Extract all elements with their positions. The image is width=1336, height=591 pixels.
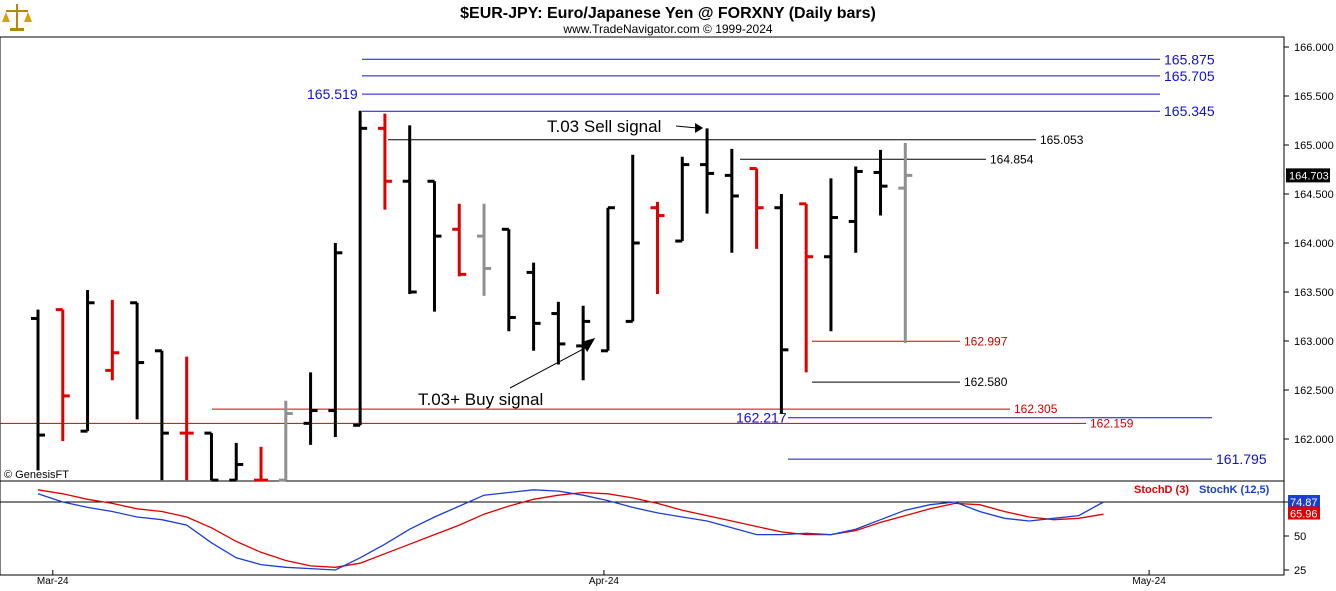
price-tick-label: 164.500 — [1294, 189, 1334, 201]
price-tick-label: 163.500 — [1294, 287, 1334, 299]
blue-level-label: 165.345 — [1164, 103, 1215, 119]
sell-arrow-head — [695, 123, 704, 133]
ohlc-bar — [254, 446, 269, 482]
ohlc-bar — [452, 203, 467, 277]
ohlc-bar — [526, 262, 541, 351]
ohlc-bar — [700, 128, 715, 214]
legend-stochk: StochK (12,5) — [1199, 484, 1270, 496]
ohlc-bar — [229, 442, 244, 482]
ohlc-bar — [377, 113, 392, 210]
stoch-tick-label: 25 — [1294, 565, 1306, 577]
ohlc-bar — [154, 349, 169, 481]
ohlc-bar — [31, 309, 45, 471]
stoch-value-tag — [1288, 495, 1320, 508]
ohlc-bar — [303, 372, 318, 445]
blue-level-label: 162.217 — [736, 410, 787, 426]
red-level-label: 162.159 — [1090, 416, 1134, 430]
chart-subtitle: www.TradeNavigator.com © 1999-2024 — [562, 22, 772, 36]
price-tick-label: 162.500 — [1294, 385, 1334, 397]
price-tick-label: 163.000 — [1294, 336, 1334, 348]
ohlc-bar — [204, 431, 219, 482]
stoch-value-label: 74.87 — [1290, 497, 1318, 509]
blue-level-label: 165.875 — [1164, 51, 1215, 67]
ohlc-bar — [501, 227, 516, 332]
sell-arrow-line — [675, 125, 698, 129]
ohlc-bar — [898, 143, 913, 343]
ohlc-bar — [600, 206, 615, 353]
ohlc-bar — [873, 149, 888, 216]
watermark: © GenesisFT — [4, 469, 69, 481]
blue-level-label: 165.519 — [307, 86, 358, 102]
ohlc-bar — [848, 166, 863, 253]
stochk-line — [37, 489, 1104, 571]
buy-signal-label: T.03+ Buy signal — [418, 390, 543, 409]
stochd-line — [37, 489, 1104, 568]
blue-level-label: 165.705 — [1164, 68, 1215, 84]
date-tick-label: Apr-24 — [589, 576, 619, 587]
black-level-label: 164.854 — [990, 152, 1034, 166]
price-tick-label: 166.000 — [1294, 42, 1334, 54]
date-tick-label: May-24 — [1132, 576, 1166, 587]
price-bars — [31, 110, 913, 482]
ohlc-bar — [799, 202, 814, 373]
ohlc-bar — [328, 243, 343, 438]
last-price-tag — [1286, 168, 1330, 183]
ohlc-bar — [724, 148, 739, 253]
stoch-tick-label: 50 — [1294, 531, 1306, 543]
date-axis: Mar-24 Apr-24 May-24 — [37, 570, 1166, 587]
chart-frame — [0, 36, 1285, 576]
stoch-value-label: 65.96 — [1290, 509, 1318, 521]
ohlc-bar — [80, 290, 95, 433]
ohlc-bar — [650, 201, 665, 294]
price-tick-label: 165.000 — [1294, 140, 1334, 152]
ohlc-bar — [105, 299, 120, 381]
ohlc-bar — [55, 308, 70, 441]
ohlc-bar — [402, 125, 417, 294]
price-tick-label: 165.500 — [1294, 91, 1334, 103]
scales-logo-icon — [2, 4, 32, 31]
signal-annotations: T.03 Sell signal T.03+ Buy signal — [418, 117, 704, 409]
red-level-label: 162.305 — [1014, 402, 1058, 416]
ohlc-bar — [278, 400, 293, 482]
price-tick-label: 162.000 — [1294, 434, 1334, 446]
ohlc-bar — [427, 179, 442, 312]
ohlc-bar — [179, 356, 194, 481]
black-level-label: 165.053 — [1040, 133, 1084, 147]
buy-arrow-line — [509, 346, 588, 389]
ohlc-bar — [774, 194, 789, 414]
price-tick-label: 164.000 — [1294, 238, 1334, 250]
ohlc-bar — [551, 301, 566, 365]
red-level-label: 162.997 — [964, 334, 1008, 348]
ohlc-bar — [477, 203, 492, 296]
ohlc-bar — [823, 178, 838, 332]
sell-signal-label: T.03 Sell signal — [547, 117, 661, 136]
chart-title: $EUR-JPY: Euro/Japanese Yen @ FORXNY (Da… — [460, 5, 876, 22]
buy-arrow-head — [581, 337, 596, 352]
last-price-label: 164.703 — [1289, 170, 1329, 182]
price-axis: 166.000 165.500 165.000 164.500 164.000 163.5… — [1284, 42, 1334, 446]
date-tick-label: Mar-24 — [37, 576, 69, 587]
ohlc-bar — [749, 167, 764, 249]
blue-level-label: 161.795 — [1216, 451, 1267, 467]
ohlc-bar — [130, 301, 145, 420]
ohlc-bar — [625, 154, 640, 323]
stoch-value-tag — [1288, 506, 1320, 520]
black-level-label: 162.580 — [964, 375, 1008, 389]
ohlc-bar — [353, 110, 368, 427]
ohlc-bar — [675, 156, 690, 243]
legend-stochd: StochD (3) — [1134, 484, 1189, 496]
